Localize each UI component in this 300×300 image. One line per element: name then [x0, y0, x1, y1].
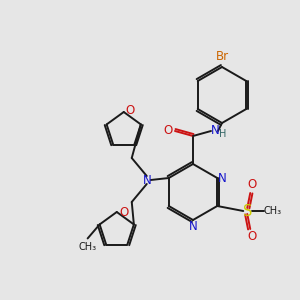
Text: N: N	[218, 172, 226, 184]
Text: O: O	[119, 206, 128, 220]
Text: Br: Br	[215, 50, 229, 64]
Text: O: O	[125, 103, 134, 116]
Text: O: O	[164, 124, 172, 137]
Text: N: N	[189, 220, 197, 233]
Text: H: H	[219, 129, 227, 139]
Text: CH₃: CH₃	[79, 242, 97, 252]
Text: N: N	[211, 124, 219, 136]
Text: N: N	[142, 173, 151, 187]
Text: CH₃: CH₃	[263, 206, 281, 216]
Text: O: O	[248, 230, 257, 244]
Text: S: S	[243, 203, 252, 218]
Text: O: O	[248, 178, 257, 191]
